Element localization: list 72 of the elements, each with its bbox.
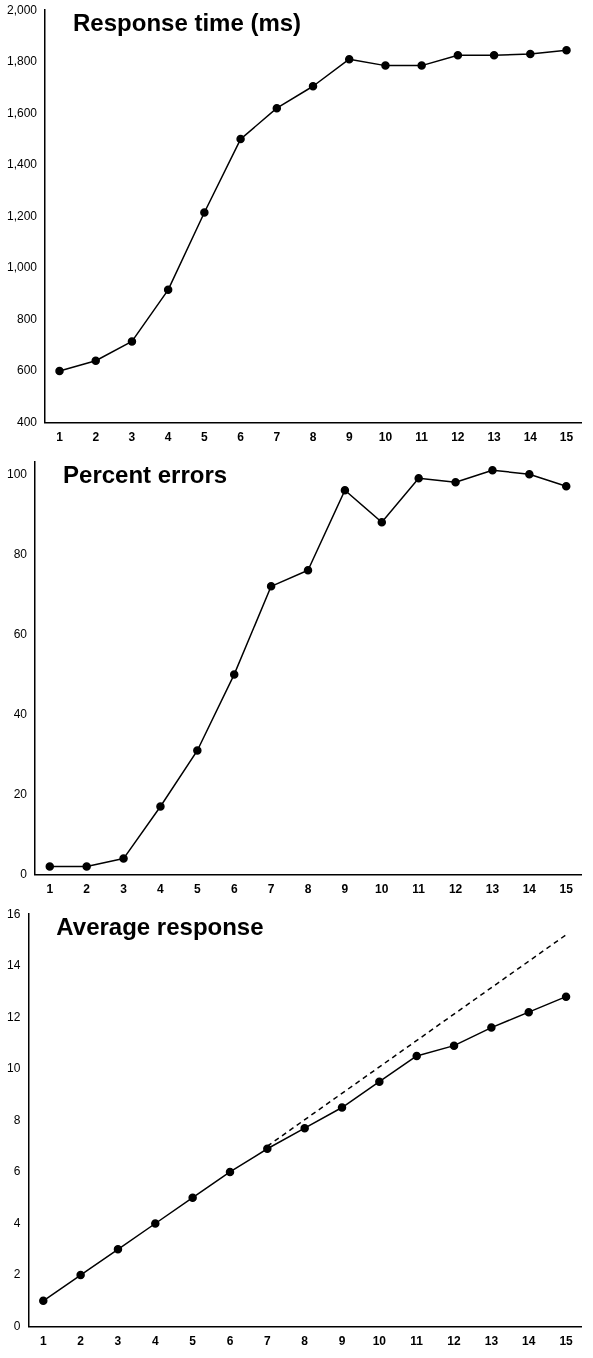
y-tick-label: 0 — [20, 866, 28, 881]
x-tick-label: 8 — [309, 430, 317, 445]
y-tick-label: 800 — [17, 311, 38, 326]
x-tick-label: 6 — [237, 430, 245, 445]
x-tick-label: 7 — [263, 1334, 271, 1349]
chart-title: Average response — [56, 912, 264, 940]
x-tick-label: 7 — [267, 882, 275, 897]
chart-title: Percent errors — [63, 460, 228, 488]
y-tick-label: 4 — [13, 1215, 21, 1230]
y-tick-label: 2,000 — [7, 2, 38, 17]
x-tick-label: 13 — [485, 882, 500, 897]
y-tick-label: 8 — [13, 1112, 21, 1127]
x-tick-label: 15 — [559, 430, 574, 445]
x-tick-label: 15 — [559, 1334, 574, 1349]
x-tick-label: 6 — [230, 882, 238, 897]
x-tick-label: 11 — [410, 1334, 424, 1349]
x-tick-label: 14 — [522, 882, 537, 897]
x-tick-label: 6 — [226, 1334, 234, 1349]
y-tick-label: 1,000 — [7, 260, 38, 275]
x-tick-label: 12 — [447, 1334, 462, 1349]
y-tick-label: 600 — [17, 363, 38, 378]
y-tick-label: 400 — [17, 414, 38, 429]
x-tick-label: 12 — [448, 882, 463, 897]
y-tick-label: 14 — [6, 958, 21, 973]
x-tick-label: 4 — [164, 430, 172, 445]
x-tick-label: 1 — [39, 1334, 47, 1349]
y-tick-label: 40 — [13, 706, 28, 721]
x-tick-label: 15 — [559, 882, 574, 897]
x-tick-label: 7 — [273, 430, 281, 445]
x-tick-label: 9 — [341, 882, 349, 897]
y-tick-label: 60 — [13, 626, 28, 641]
x-tick-label: 13 — [487, 430, 502, 445]
y-tick-label: 2 — [13, 1267, 21, 1282]
y-tick-label: 1,200 — [7, 208, 38, 223]
x-tick-label: 3 — [120, 882, 128, 897]
x-tick-label: 2 — [83, 882, 91, 897]
y-tick-label: 80 — [13, 546, 28, 561]
y-tick-label: 6 — [13, 1164, 21, 1179]
y-tick-label: 12 — [6, 1009, 21, 1024]
y-tick-label: 1,800 — [7, 54, 38, 69]
x-tick-label: 11 — [412, 882, 426, 897]
x-tick-label: 9 — [345, 430, 353, 445]
x-tick-label: 9 — [338, 1334, 346, 1349]
y-tick-label: 10 — [6, 1061, 21, 1076]
x-tick-label: 3 — [114, 1334, 122, 1349]
y-tick-label: 0 — [13, 1318, 21, 1333]
x-tick-label: 1 — [56, 430, 64, 445]
x-tick-label: 11 — [415, 430, 429, 445]
x-tick-label: 2 — [77, 1334, 85, 1349]
y-tick-label: 1,600 — [7, 105, 38, 120]
x-tick-label: 14 — [522, 1334, 536, 1349]
y-tick-label: 16 — [6, 906, 21, 921]
x-tick-label: 4 — [151, 1334, 159, 1349]
x-tick-label: 8 — [304, 882, 312, 897]
x-tick-label: 1 — [46, 882, 54, 897]
x-tick-label: 12 — [451, 430, 465, 445]
chart-title: Response time (ms) — [73, 8, 302, 36]
x-tick-label: 14 — [523, 430, 538, 445]
x-tick-label: 13 — [484, 1334, 499, 1349]
x-tick-label: 3 — [128, 430, 136, 445]
x-tick-label: 2 — [92, 430, 100, 445]
y-tick-label: 20 — [13, 786, 28, 801]
x-tick-label: 10 — [375, 882, 389, 897]
y-tick-label: 100 — [6, 466, 28, 481]
x-tick-label: 10 — [378, 430, 393, 445]
x-tick-label: 8 — [301, 1334, 309, 1349]
y-tick-label: 1,400 — [7, 157, 38, 172]
x-tick-label: 5 — [189, 1334, 197, 1349]
x-tick-label: 4 — [157, 882, 165, 897]
x-tick-label: 10 — [372, 1334, 387, 1349]
x-tick-label: 5 — [194, 882, 201, 897]
x-tick-label: 5 — [201, 430, 209, 445]
